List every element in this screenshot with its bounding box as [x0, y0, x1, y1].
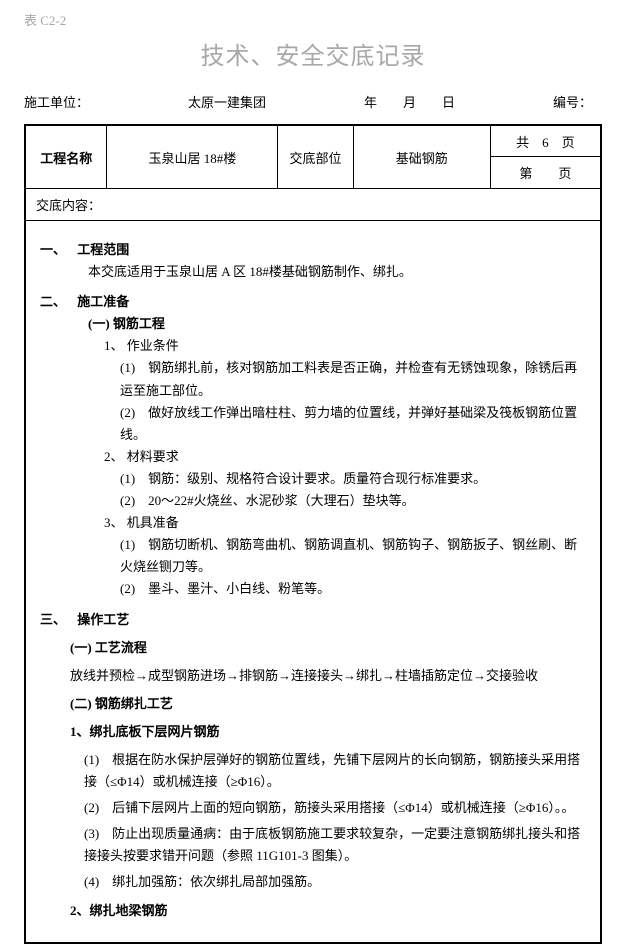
t1-1: (1) 根据在防水保护层弹好的钢筋位置线，先铺下层网片的长向钢筋，钢筋接头采用搭… — [40, 749, 586, 793]
sec2-b-head: 2、 材料要求 — [40, 446, 586, 468]
t2-head: 2、绑扎地梁钢筋 — [40, 900, 586, 922]
sec2-sub1-head: (一) 钢筋工程 — [40, 313, 586, 335]
page-total: 共 6 页 — [491, 127, 600, 157]
sec2-c-head: 3、 机具准备 — [40, 512, 586, 534]
t1-2: (2) 后铺下层网片上面的短向钢筋，筋接头采用搭接（≤Φ14）或机械连接（≥Φ1… — [40, 797, 586, 819]
company-name: 太原一建集团 — [188, 92, 266, 111]
flow-head: (一) 工艺流程 — [40, 637, 586, 659]
project-name: 玉泉山居 18#楼 — [107, 126, 278, 188]
t1-head: 1、绑扎底板下层网片钢筋 — [40, 721, 586, 743]
table-code: 表 C2-2 — [24, 10, 66, 29]
sec2-c1: (1) 钢筋切断机、钢筋弯曲机、钢筋调直机、钢筋钩子、钢筋扳子、钢丝刷、断火烧丝… — [40, 534, 586, 578]
sec3-num: 三、 — [40, 609, 74, 631]
sec3-title: 操作工艺 — [77, 612, 129, 627]
sec2-b1: (1) 钢筋：级别、规格符合设计要求。质量符合现行标准要求。 — [40, 468, 586, 490]
main-table: 工程名称 玉泉山居 18#楼 交底部位 基础钢筋 共 6 页 第 页 交底内容：… — [24, 124, 602, 944]
date-field: 年 月 日 — [364, 92, 455, 111]
sec1-num: 一、 — [40, 239, 74, 261]
sec2-num: 二、 — [40, 291, 74, 313]
flow-text: 放线并预检→成型钢筋进场→排钢筋→连接接头→绑扎→柱墙插筋定位→交接验收 — [40, 665, 586, 687]
info-row: 工程名称 玉泉山居 18#楼 交底部位 基础钢筋 共 6 页 第 页 — [26, 126, 600, 189]
t1-3: (3) 防止出现质量通病：由于底板钢筋施工要求较复杂，一定要注意钢筋绑扎接头和搭… — [40, 823, 586, 867]
sec1-body: 本交底适用于玉泉山居 A 区 18#楼基础钢筋制作、绑扎。 — [40, 261, 586, 283]
doc-title: 技术、安全交底记录 — [0, 36, 626, 71]
disclose-label: 交底内容： — [26, 189, 600, 221]
sec2-a1: (1) 钢筋绑扎前，核对钢筋加工料表是否正确，并检查有无锈蚀现象，除锈后再运至施… — [40, 357, 586, 401]
unit-label: 施工单位： — [24, 92, 89, 111]
section-1-header: 一、 工程范围 — [40, 239, 586, 261]
part-name: 基础钢筋 — [354, 126, 491, 188]
page-current: 第 页 — [491, 157, 600, 188]
sec2-b2: (2) 20～22#火烧丝、水泥砂浆（大理石）垫块等。 — [40, 490, 586, 512]
sec2-a-head: 1、 作业条件 — [40, 335, 586, 357]
section-2-header: 二、 施工准备 — [40, 291, 586, 313]
project-name-label: 工程名称 — [26, 126, 107, 188]
code-label: 编号： — [553, 92, 592, 111]
sec1-title: 工程范围 — [77, 242, 129, 257]
sec2-title: 施工准备 — [77, 294, 129, 309]
page-cell: 共 6 页 第 页 — [491, 126, 600, 188]
content-body: 一、 工程范围 本交底适用于玉泉山居 A 区 18#楼基础钢筋制作、绑扎。 二、… — [26, 221, 600, 942]
tech-head: (二) 钢筋绑扎工艺 — [40, 693, 586, 715]
sec2-c2: (2) 墨斗、墨汁、小白线、粉笔等。 — [40, 578, 586, 600]
sec2-a2: (2) 做好放线工作弹出暗柱柱、剪力墙的位置线，并弹好基础梁及筏板钢筋位置线。 — [40, 402, 586, 446]
part-label: 交底部位 — [278, 126, 353, 188]
t1-4: (4) 绑扎加强筋：依次绑扎局部加强筋。 — [40, 871, 586, 893]
section-3-header: 三、 操作工艺 — [40, 609, 586, 631]
